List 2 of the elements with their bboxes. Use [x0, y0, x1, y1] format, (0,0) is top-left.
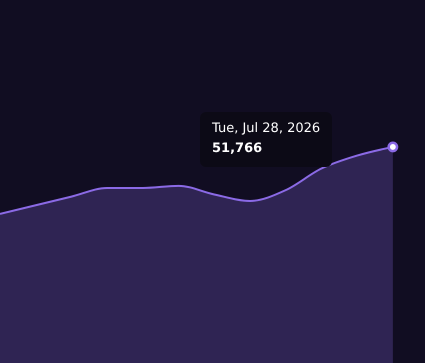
annotation: 51,766 [212, 141, 262, 156]
tooltip-box: Tue, Jul 28, 2026 51,766 [200, 112, 332, 167]
